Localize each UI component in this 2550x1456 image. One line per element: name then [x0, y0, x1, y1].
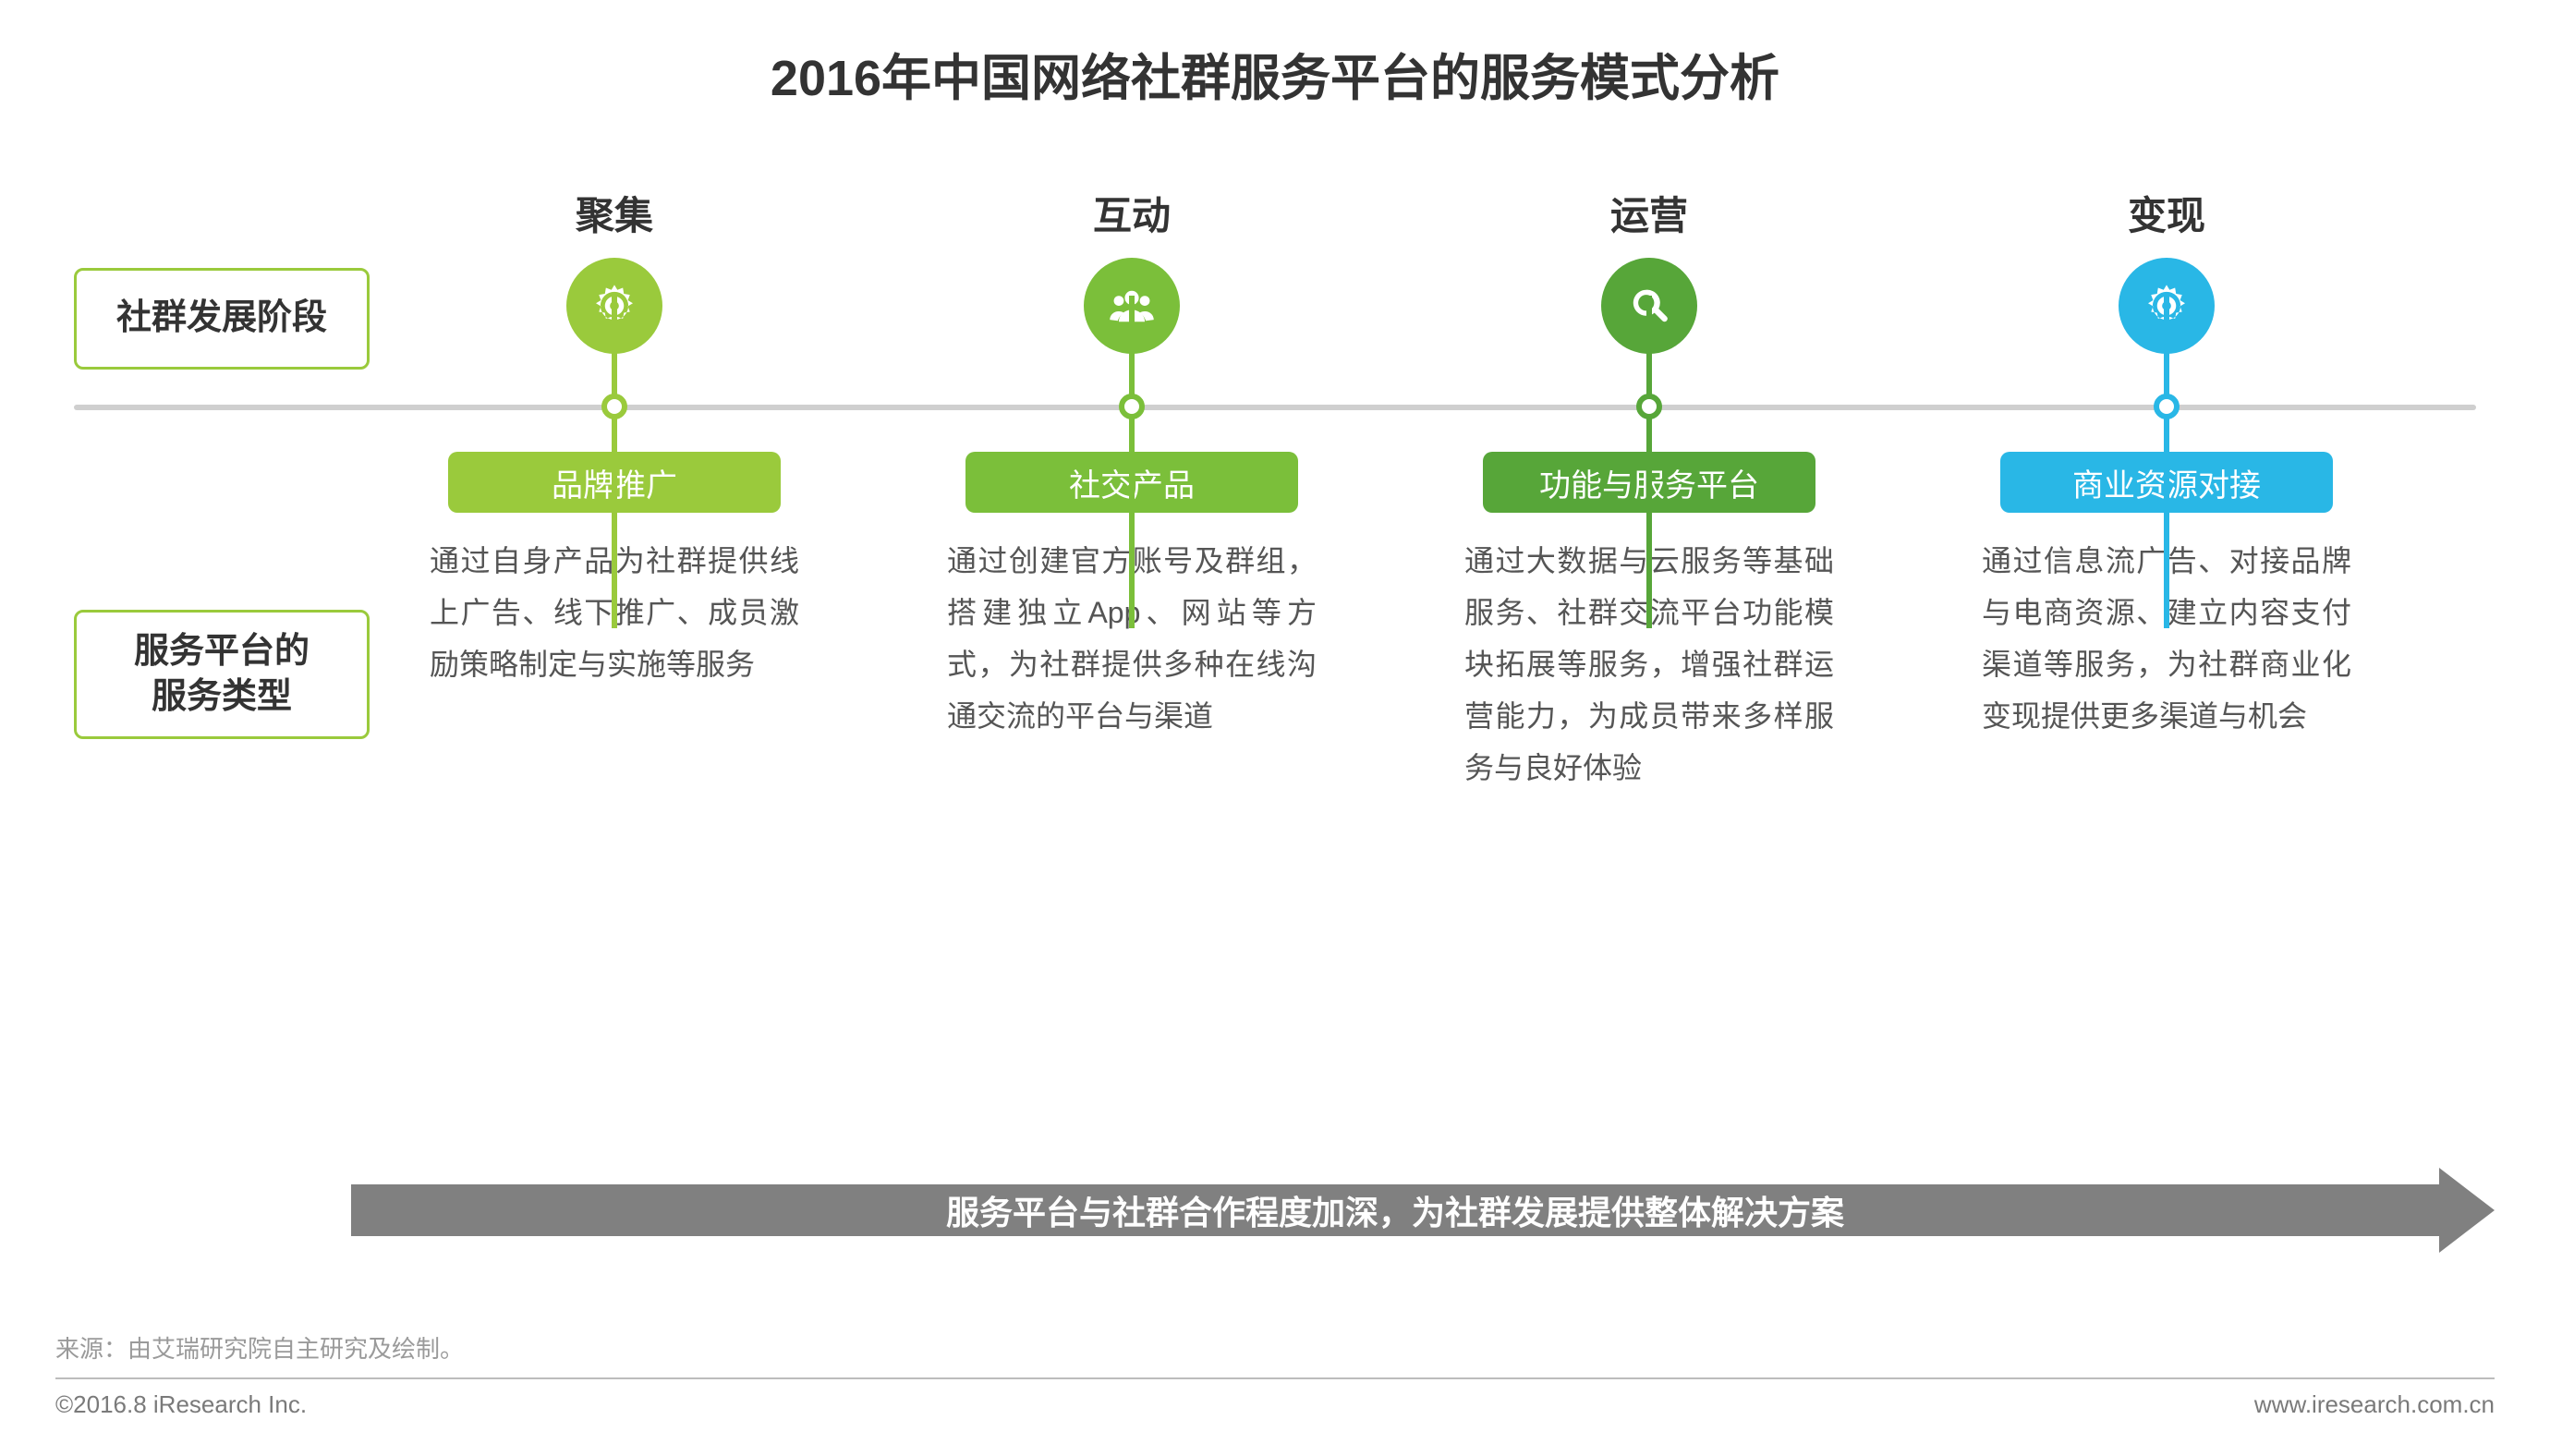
connector-line: [2164, 296, 2169, 628]
stage-title: 变现: [1963, 185, 2370, 241]
timeline-dot: [1119, 394, 1145, 419]
stage-3: 变现商业资源对接通过信息流广告、对接品牌与电商资源、建立内容支付渠道等服务，为社…: [1963, 185, 2370, 742]
footer-copyright: ©2016.8 iResearch Inc.: [55, 1390, 307, 1419]
summary-arrow: 服务平台与社群合作程度加深，为社群发展提供整体解决方案: [351, 1168, 2495, 1253]
stage-0: 聚集品牌推广通过自身产品为社群提供线上广告、线下推广、成员激励策略制定与实施等服…: [411, 185, 818, 690]
footer-url: www.iresearch.com.cn: [2254, 1390, 2495, 1419]
connector-line: [612, 296, 617, 628]
footer-source: 来源：由艾瑞研究院自主研究及绘制。: [55, 1330, 2495, 1365]
footer-divider: [55, 1377, 2495, 1379]
stage-title: 运营: [1446, 185, 1852, 241]
timeline-dot: [2154, 394, 2180, 419]
row-label-service: 服务平台的服务类型: [74, 610, 370, 739]
connector-line: [1129, 296, 1135, 628]
timeline-dot: [601, 394, 627, 419]
connector-line: [1646, 296, 1652, 628]
stage-2: 运营功能与服务平台通过大数据与云服务等基础服务、社群交流平台功能模块拓展等服务，…: [1446, 185, 1852, 794]
page-title: 2016年中国网络社群服务平台的服务模式分析: [0, 0, 2550, 110]
timeline-dot: [1636, 394, 1662, 419]
arrow-head-icon: [2439, 1168, 2495, 1253]
stage-1: 互动社交产品通过创建官方账号及群组，搭建独立App、网站等方式，为社群提供多种在…: [929, 185, 1335, 742]
stage-title: 互动: [929, 185, 1335, 241]
footer: 来源：由艾瑞研究院自主研究及绘制。 ©2016.8 iResearch Inc.…: [55, 1330, 2495, 1419]
summary-arrow-text: 服务平台与社群合作程度加深，为社群发展提供整体解决方案: [351, 1184, 2439, 1236]
stage-title: 聚集: [411, 185, 818, 241]
row-label-stage: 社群发展阶段: [74, 268, 370, 370]
